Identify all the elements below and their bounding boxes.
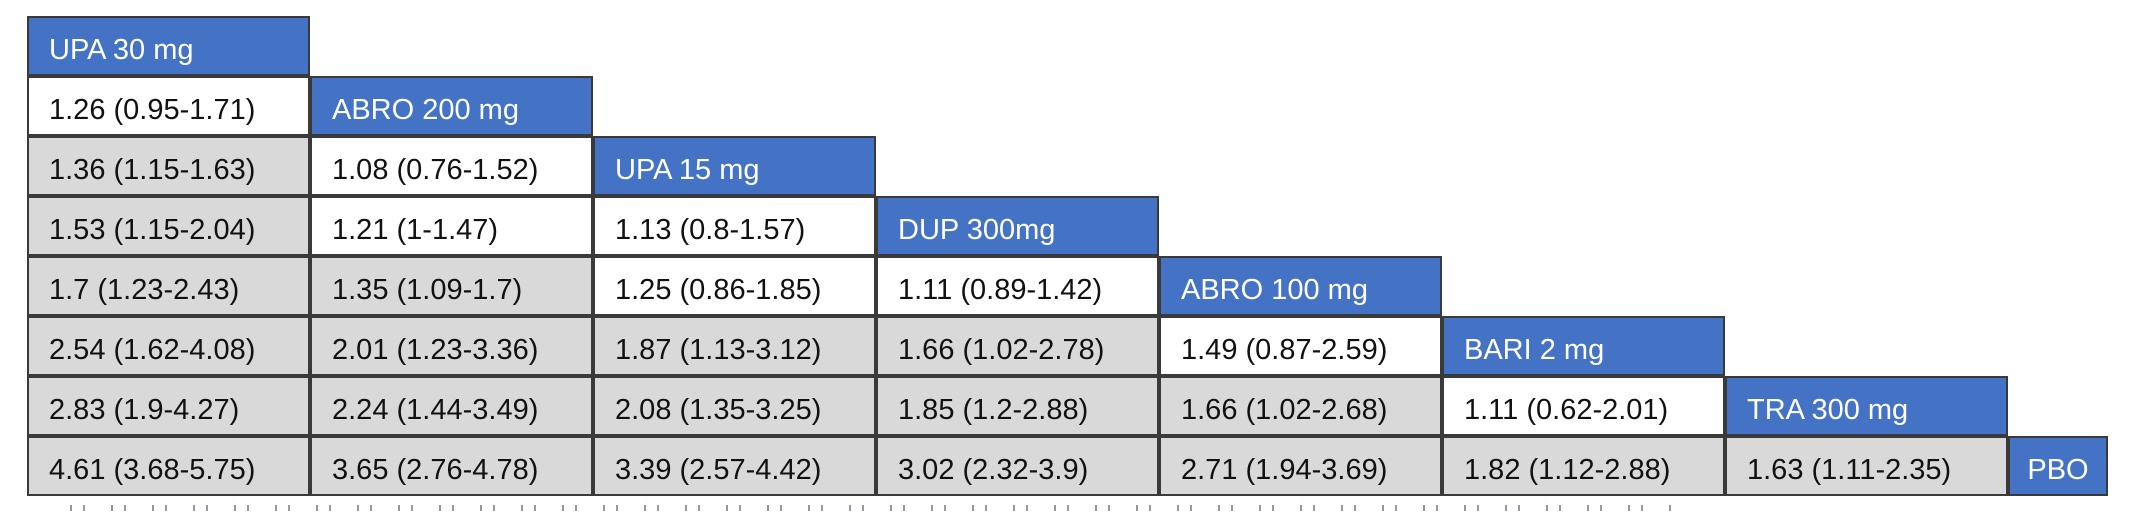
treatment-header-upa-30-mg: UPA 30 mg bbox=[27, 16, 310, 76]
treatment-header-upa-15-mg: UPA 15 mg bbox=[593, 136, 876, 196]
comparison-cell: 2.24 (1.44-3.49) bbox=[310, 376, 593, 436]
comparison-cell: 3.65 (2.76-4.78) bbox=[310, 436, 593, 496]
comparison-cell: 4.61 (3.68-5.75) bbox=[27, 436, 310, 496]
comparison-cell: 1.7 (1.23-2.43) bbox=[27, 256, 310, 316]
comparison-cell: 2.54 (1.62-4.08) bbox=[27, 316, 310, 376]
comparison-cell: 1.66 (1.02-2.78) bbox=[876, 316, 1159, 376]
comparison-cell: 1.25 (0.86-1.85) bbox=[593, 256, 876, 316]
comparison-cell: 1.11 (0.62-2.01) bbox=[1442, 376, 1725, 436]
comparison-cell: 1.53 (1.15-2.04) bbox=[27, 196, 310, 256]
comparison-cell: 1.36 (1.15-1.63) bbox=[27, 136, 310, 196]
comparison-cell: 1.82 (1.12-2.88) bbox=[1442, 436, 1725, 496]
comparison-cell: 1.63 (1.11-2.35) bbox=[1725, 436, 2008, 496]
comparison-cell: 1.66 (1.02-2.68) bbox=[1159, 376, 1442, 436]
treatment-header-abro-200-mg: ABRO 200 mg bbox=[310, 76, 593, 136]
comparison-cell: 2.08 (1.35-3.25) bbox=[593, 376, 876, 436]
treatment-header-tra-300-mg: TRA 300 mg bbox=[1725, 376, 2008, 436]
comparison-cell: 1.26 (0.95-1.71) bbox=[27, 76, 310, 136]
treatment-header-abro-100-mg: ABRO 100 mg bbox=[1159, 256, 1442, 316]
comparison-cell: 1.11 (0.89-1.42) bbox=[876, 256, 1159, 316]
comparison-cell: 1.08 (0.76-1.52) bbox=[310, 136, 593, 196]
treatment-header-dup-300mg: DUP 300mg bbox=[876, 196, 1159, 256]
comparison-cell: 2.01 (1.23-3.36) bbox=[310, 316, 593, 376]
comparison-cell: 2.83 (1.9-4.27) bbox=[27, 376, 310, 436]
treatment-header-bari-2-mg: BARI 2 mg bbox=[1442, 316, 1725, 376]
comparison-cell: 1.87 (1.13-3.12) bbox=[593, 316, 876, 376]
clipped-caption-remnant bbox=[70, 505, 1680, 511]
comparison-cell: 1.49 (0.87-2.59) bbox=[1159, 316, 1442, 376]
comparison-cell: 1.13 (0.8-1.57) bbox=[593, 196, 876, 256]
treatment-header-pbo: PBO bbox=[2008, 436, 2108, 496]
comparison-cell: 3.02 (2.32-3.9) bbox=[876, 436, 1159, 496]
comparison-cell: 1.21 (1-1.47) bbox=[310, 196, 593, 256]
comparison-cell: 1.35 (1.09-1.7) bbox=[310, 256, 593, 316]
comparison-cell: 2.71 (1.94-3.69) bbox=[1159, 436, 1442, 496]
comparison-cell: 3.39 (2.57-4.42) bbox=[593, 436, 876, 496]
comparison-cell: 1.85 (1.2-2.88) bbox=[876, 376, 1159, 436]
